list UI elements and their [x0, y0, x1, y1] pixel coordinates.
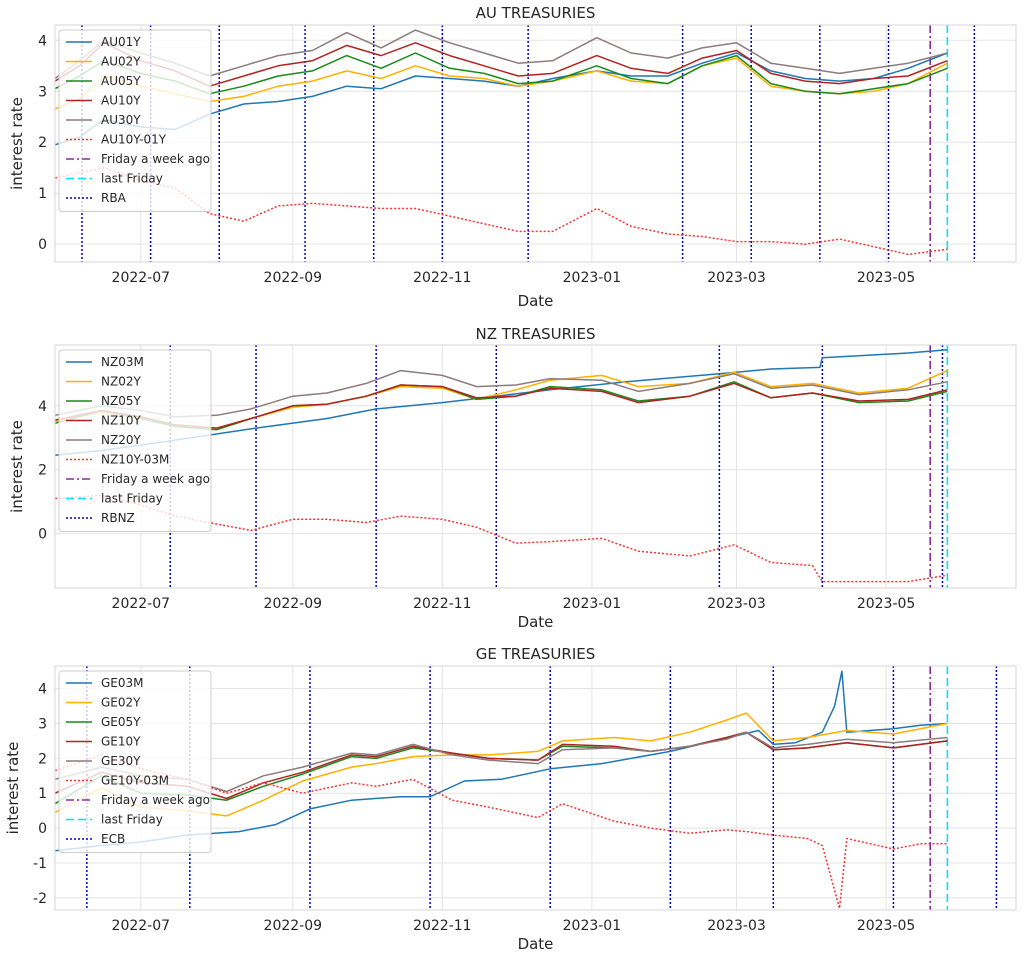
- chart-panel-1: 2022-07 2022-09 2022-11 2023-01 2023-03 2023-…: [8, 4, 1017, 310]
- chart-panel-2: 2022-07 2022-09 2022-11 2023-01 2023-03 2023-…: [8, 325, 1017, 631]
- legend-label: AU01Y: [101, 35, 141, 49]
- y-tick-label: -2: [33, 891, 47, 907]
- legend-box: [58, 349, 212, 532]
- y-tick-label: 1: [38, 186, 47, 202]
- legend-label: last Friday: [101, 172, 163, 186]
- y-axis-label: interest rate: [4, 742, 22, 835]
- legend-label: last Friday: [101, 813, 163, 827]
- y-tick-label: 2: [38, 135, 47, 151]
- y-tick-label: 4: [38, 33, 47, 49]
- legend-label: AU05Y: [101, 74, 141, 88]
- y-tick-label: 1: [38, 786, 47, 802]
- x-tick-label: 2022-07: [112, 918, 171, 934]
- x-axis-label: Date: [518, 292, 554, 310]
- x-tick-label: 2023-05: [857, 918, 916, 934]
- series-line-au10y-01y: [54, 166, 948, 256]
- series-line-nz03m: [54, 349, 948, 457]
- legend-label: Friday a week ago: [101, 472, 210, 486]
- legend-label: ECB: [101, 832, 125, 846]
- x-tick-label: 2023-05: [857, 596, 916, 612]
- series-line-ge30y: [54, 731, 948, 793]
- y-tick-label: 0: [38, 527, 47, 543]
- y-axis-label: interest rate: [8, 420, 26, 513]
- y-axis-label: interest rate: [8, 97, 26, 190]
- y-tick-label: -1: [33, 856, 47, 872]
- x-tick-label: 2023-05: [857, 270, 916, 286]
- y-tick-label: 3: [38, 84, 47, 100]
- legend-label: NZ03M: [101, 355, 144, 369]
- legend-box: [58, 670, 212, 853]
- legend-label: NZ05Y: [101, 394, 141, 408]
- x-tick-label: 2022-09: [264, 270, 323, 286]
- y-tick-label: 2: [38, 463, 47, 479]
- x-tick-label: 2022-11: [413, 918, 472, 934]
- x-tick-label: 2023-01: [563, 596, 622, 612]
- x-tick-label: 2023-03: [707, 270, 766, 286]
- legend-label: NZ02Y: [101, 375, 141, 389]
- legend-box: [58, 29, 212, 212]
- legend: NZ03M NZ02Y NZ05Y NZ10Y NZ20Y NZ10Y-03M Friday…: [58, 349, 212, 532]
- legend-label: AU30Y: [101, 113, 141, 127]
- series-line-ge10y: [54, 731, 948, 800]
- legend-label: NZ10Y-03M: [101, 453, 169, 467]
- x-tick-label: 2023-01: [563, 918, 622, 934]
- x-tick-label: 2022-09: [264, 596, 323, 612]
- legend-label: Friday a week ago: [101, 793, 210, 807]
- legend-label: last Friday: [101, 492, 163, 506]
- chart-panel-3: 2022-07 2022-09 2022-11 2023-01 2023-03 2023-…: [4, 645, 1017, 953]
- x-tick-label: 2023-03: [707, 918, 766, 934]
- chart-title: AU TREASURIES: [476, 4, 596, 22]
- plot-frame: [54, 665, 1017, 911]
- x-axis-label: Date: [518, 613, 554, 631]
- legend-label: GE10Y-03M: [101, 774, 169, 788]
- y-tick-label: 2: [38, 751, 47, 767]
- chart-title: GE TREASURIES: [476, 645, 596, 663]
- chart-title: NZ TREASURIES: [476, 325, 596, 343]
- legend-label: GE02Y: [101, 696, 141, 710]
- legend-label: Friday a week ago: [101, 152, 210, 166]
- y-tick-label: 4: [38, 682, 47, 698]
- legend-label: NZ20Y: [101, 433, 141, 447]
- legend-label: GE05Y: [101, 715, 141, 729]
- legend-label: GE30Y: [101, 754, 141, 768]
- y-tick-label: 0: [38, 237, 47, 253]
- x-tick-label: 2022-11: [413, 596, 472, 612]
- y-tick-label: 4: [38, 399, 47, 415]
- legend-label: RBNZ: [101, 511, 135, 525]
- legend-label: AU10Y: [101, 94, 141, 108]
- series-line-ge10y-03m: [54, 754, 948, 910]
- series-line-ge02y: [54, 712, 948, 817]
- series-line-ge03m: [54, 670, 948, 852]
- plot-frame: [54, 344, 1017, 589]
- legend-label: GE03M: [101, 676, 144, 690]
- legend-label: NZ10Y: [101, 414, 141, 428]
- x-tick-label: 2022-11: [413, 270, 472, 286]
- series-line-nz10y-03m: [54, 494, 948, 583]
- legend-label: GE10Y: [101, 735, 141, 749]
- x-tick-label: 2022-09: [264, 918, 323, 934]
- plot-frame: [54, 24, 1017, 263]
- legend-label: RBA: [101, 191, 127, 205]
- x-tick-label: 2023-01: [563, 270, 622, 286]
- legend: GE03M GE02Y GE05Y GE10Y GE30Y GE10Y-03M Friday…: [58, 670, 212, 853]
- legend-label: AU02Y: [101, 55, 141, 69]
- x-tick-label: 2022-07: [112, 270, 171, 286]
- x-tick-label: 2023-03: [707, 596, 766, 612]
- x-tick-label: 2022-07: [112, 596, 171, 612]
- legend-label: AU10Y-01Y: [101, 133, 167, 147]
- x-axis-label: Date: [518, 935, 554, 953]
- y-tick-label: 3: [38, 717, 47, 733]
- legend: AU01Y AU02Y AU05Y AU10Y AU30Y AU10Y-01Y Friday…: [58, 29, 212, 212]
- y-tick-label: 0: [38, 821, 47, 837]
